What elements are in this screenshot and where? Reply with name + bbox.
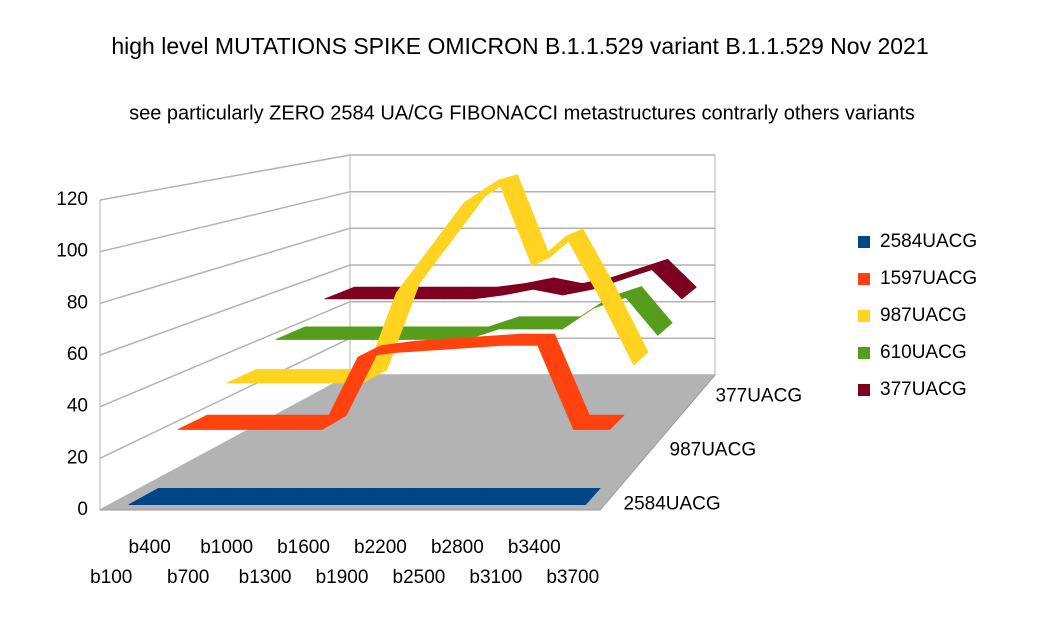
legend-label: 610UACG (880, 342, 967, 363)
depth-tick-label: 2584UACG (624, 494, 721, 515)
grid-line (99, 190, 715, 253)
ribbon-segment (625, 286, 673, 336)
chart-subtitle: see particularly ZERO 2584 UA/CG FIBONAC… (129, 102, 915, 124)
x-tick-label: b1300 (239, 567, 292, 588)
grid-line (99, 300, 715, 408)
x-tick-label: b3700 (546, 567, 599, 588)
x-tick-label: b2200 (354, 537, 407, 558)
legend-swatch (858, 347, 870, 359)
legend-swatch (858, 273, 870, 285)
x-tick-label: b1600 (277, 537, 330, 558)
legend-label: 1597UACG (880, 268, 977, 289)
x-tick-label: b400 (129, 537, 171, 558)
x-tick-label: b3400 (508, 537, 561, 558)
legend-swatch (858, 384, 870, 396)
legend-label: 2584UACG (880, 231, 977, 252)
ribbon-segment (599, 286, 649, 366)
ribbon-segment (651, 258, 697, 300)
x-tick-label: b1900 (316, 567, 369, 588)
x-tick-label: b100 (90, 567, 132, 588)
legend-label: 377UACG (880, 379, 967, 400)
y-tick-label: 120 (56, 189, 88, 210)
y-tick-label: 80 (67, 292, 88, 313)
legend-label: 987UACG (880, 305, 967, 326)
ribbon-segment (547, 487, 601, 506)
y-tick-label: 40 (67, 396, 88, 417)
grid-line (99, 154, 715, 201)
grid-line (99, 227, 715, 305)
x-tick-label: b2500 (393, 567, 446, 588)
x-tick-label: b1000 (200, 537, 253, 558)
legend-swatch (858, 310, 870, 322)
legend-swatch (858, 236, 870, 248)
y-tick-label: 20 (67, 447, 88, 468)
y-tick-label: 60 (67, 344, 88, 365)
ribbon-segment (573, 414, 625, 430)
x-tick-label: b2800 (431, 537, 484, 558)
x-tick-label: b700 (167, 567, 209, 588)
y-tick-label: 100 (56, 241, 88, 262)
chart-title: high level MUTATIONS SPIKE OMICRON B.1.1… (111, 33, 928, 59)
depth-tick-label: 987UACG (670, 440, 757, 461)
x-tick-label: b3100 (469, 567, 522, 588)
depth-tick-label: 377UACG (716, 386, 803, 407)
y-tick-label: 0 (77, 499, 88, 520)
